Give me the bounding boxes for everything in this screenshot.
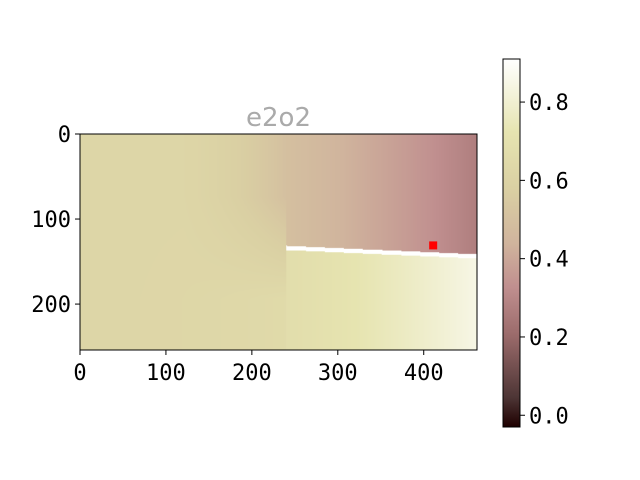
- x-axis: 0 100 200 300 400: [73, 350, 444, 386]
- y-tick-label: 100: [31, 208, 71, 233]
- y-tick-label: 0: [58, 123, 71, 148]
- colorbar-gradient: [502, 58, 521, 428]
- heatmap-plot: [79, 133, 478, 351]
- heatmap-image: [80, 134, 477, 350]
- colorbar-tick-label: 0.2: [529, 326, 569, 351]
- x-tick-label: 400: [404, 361, 444, 386]
- y-tick-label: 200: [31, 293, 71, 318]
- x-tick-label: 100: [146, 361, 186, 386]
- plot-frame: [79, 133, 478, 351]
- highlight-marker: [429, 241, 438, 250]
- colorbar-tick-label: 0.8: [529, 91, 569, 116]
- colorbar-tick-label: 0.4: [529, 248, 569, 273]
- x-tick-label: 0: [73, 361, 86, 386]
- x-tick-label: 300: [318, 361, 358, 386]
- colorbar-ticks: 0.0 0.2 0.4 0.6 0.8: [520, 91, 569, 429]
- x-tick-label: 200: [232, 361, 272, 386]
- colorbar: 0.0 0.2 0.4 0.6 0.8: [502, 58, 569, 429]
- colorbar-tick-label: 0.0: [529, 404, 569, 429]
- colorbar-tick-label: 0.6: [529, 169, 569, 194]
- chart-title: e2o2: [246, 103, 311, 133]
- y-axis: 0 100 200: [31, 123, 80, 318]
